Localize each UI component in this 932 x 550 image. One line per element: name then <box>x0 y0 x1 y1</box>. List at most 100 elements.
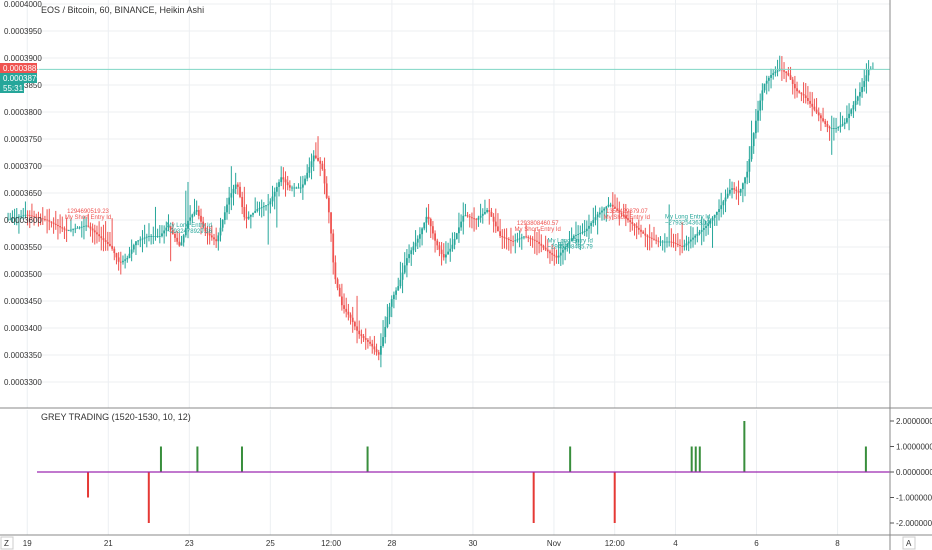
auto-scale-button[interactable]: A <box>902 536 916 550</box>
candle-body <box>278 182 280 187</box>
candle-body <box>293 187 296 189</box>
candle-body <box>861 86 863 93</box>
candle-body <box>551 253 554 255</box>
candle-body <box>115 253 118 258</box>
candle-body <box>369 341 371 344</box>
candle-body <box>555 256 558 258</box>
indicator-tick-label: 2.0000000 <box>896 417 932 426</box>
candle-body <box>37 217 40 219</box>
candle-body <box>800 92 803 95</box>
candle-body <box>644 233 647 236</box>
indicator-axis[interactable]: 2.0000000 1.0000000 0.0000000 -1.0000000 -2.… <box>890 417 932 528</box>
histogram-bar <box>569 446 572 472</box>
candle-body <box>356 326 358 331</box>
candle-body <box>193 211 196 215</box>
candle-body <box>748 159 751 172</box>
candle-body <box>117 257 120 262</box>
candle-body <box>460 221 462 228</box>
annotation-text: 1294690519.23 <box>67 209 109 215</box>
candle-body <box>154 236 157 237</box>
candle-body <box>722 201 725 206</box>
candle-body <box>254 210 257 213</box>
candle-body <box>497 226 499 232</box>
candle-body <box>353 322 356 327</box>
candle-body <box>213 237 215 240</box>
candle-body <box>195 210 198 212</box>
candle-body <box>466 215 469 217</box>
candle-body <box>514 240 517 242</box>
candle-body <box>228 197 231 205</box>
candle-body <box>585 228 588 232</box>
candle-body <box>202 221 205 228</box>
candle-body <box>715 212 718 215</box>
candle-body <box>770 74 772 78</box>
candle-body <box>330 212 332 234</box>
time-axis[interactable]: 19 21 23 25 12:00 28 30 Nov 12:00 4 6 8 <box>23 539 841 548</box>
candle-body <box>523 236 525 238</box>
candle-body <box>421 228 423 235</box>
candle-body <box>598 212 601 215</box>
candle-body <box>477 217 480 220</box>
candle-body <box>540 243 543 246</box>
time-tick-label: 6 <box>754 539 759 548</box>
candle-body <box>575 234 577 236</box>
candle-body <box>349 314 352 318</box>
candle-body <box>568 241 571 244</box>
candle-body <box>438 245 441 250</box>
candle-body <box>217 235 220 242</box>
candle-body <box>41 218 44 220</box>
candle-body <box>492 216 495 222</box>
candle-body <box>646 235 649 237</box>
candle-body <box>655 239 658 241</box>
candle-body <box>414 242 417 247</box>
candle-body <box>733 188 736 190</box>
candle-body <box>412 246 415 251</box>
candle-body <box>670 241 673 243</box>
candle-body <box>85 225 88 227</box>
main-price-axis[interactable]: 0.0003300 0.0003350 0.0003400 0.0003450 0.00… <box>4 0 42 387</box>
grid <box>26 0 890 535</box>
candle-body <box>366 339 369 342</box>
z-button[interactable]: Z <box>0 536 14 550</box>
candle-body <box>392 294 395 300</box>
candle-body <box>787 73 790 76</box>
candle-body <box>210 235 213 238</box>
candle-body <box>813 106 816 110</box>
annotation-text: My Short Entry Id <box>604 215 650 221</box>
indicator-title: GREY TRADING (1520-1530, 10, 12) <box>41 412 191 422</box>
candle-body <box>793 83 796 89</box>
candle-body <box>33 216 35 217</box>
candle-body <box>525 236 528 238</box>
candle-body <box>113 248 116 254</box>
candle-body <box>358 330 361 335</box>
candle-body <box>735 189 738 192</box>
time-tick-label: 30 <box>468 539 477 548</box>
candle-body <box>106 241 109 244</box>
candle-body <box>65 229 68 231</box>
candle-body <box>601 210 603 213</box>
price-tick-label: 0.0003450 <box>4 297 42 306</box>
candle-body <box>802 94 805 96</box>
candle-body <box>765 80 768 84</box>
candle-body <box>397 286 400 291</box>
candle-body <box>811 103 814 107</box>
candle-body <box>180 242 183 246</box>
candle-body <box>830 128 833 129</box>
candle-body <box>856 96 859 101</box>
time-tick-label: 23 <box>185 539 194 548</box>
indicator-tick-label: -2.0000000 <box>896 519 932 528</box>
candle-body <box>432 226 434 234</box>
indicator-tick-label: 1.0000000 <box>896 443 932 452</box>
candle-body <box>46 219 48 221</box>
candle-body <box>35 216 38 218</box>
candle-body <box>815 109 818 113</box>
candle-body <box>826 124 829 127</box>
candle-body <box>846 118 848 123</box>
candle-body <box>746 171 749 178</box>
candle-body <box>54 223 57 225</box>
candle-body <box>275 186 278 192</box>
candle-body <box>471 217 473 219</box>
candle-body <box>132 245 135 250</box>
